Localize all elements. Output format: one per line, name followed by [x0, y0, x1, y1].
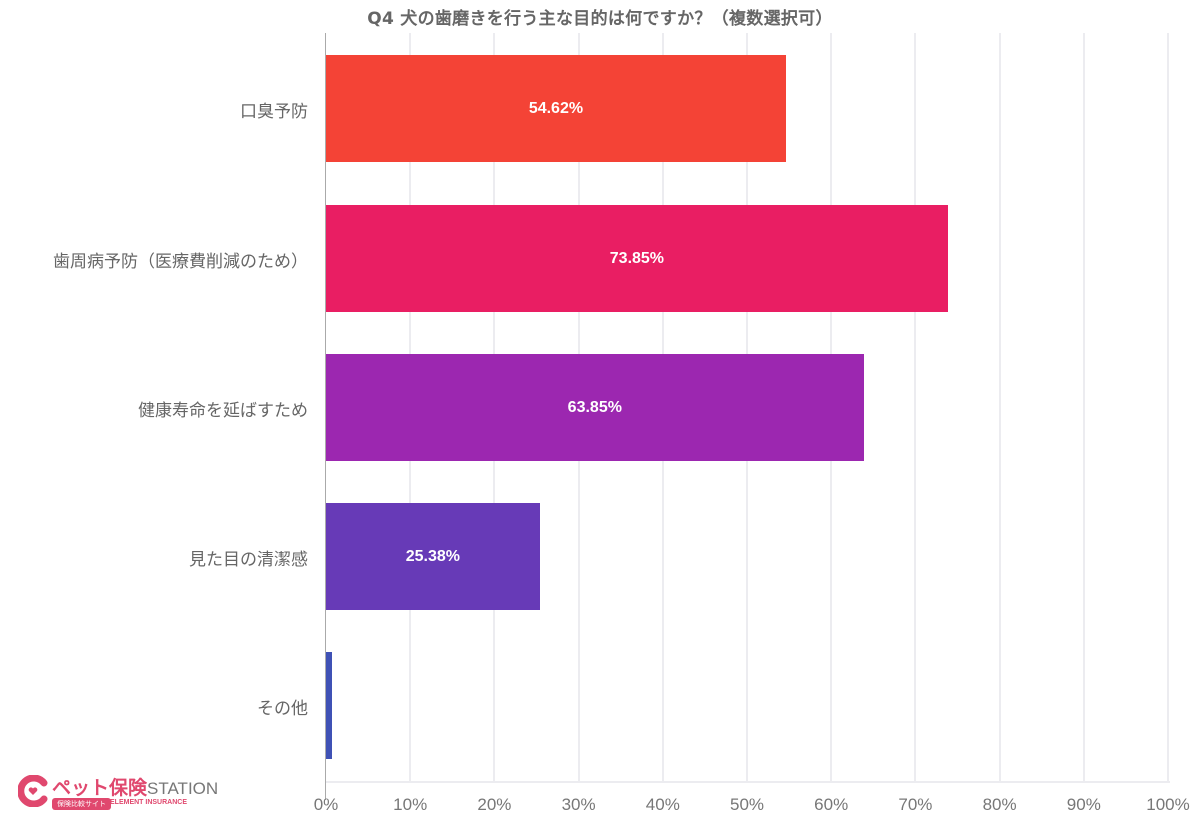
bar-value-label: 63.85% — [567, 398, 622, 416]
bar — [326, 652, 333, 759]
bar-value-label: 73.85% — [609, 249, 665, 267]
logo-main-text: ペット保険 — [52, 777, 148, 799]
gridline — [998, 33, 1001, 782]
y-axis-line — [325, 33, 326, 800]
bar: 54.62% — [326, 55, 786, 162]
bar-value-label: 54.62% — [528, 99, 584, 117]
x-tick-label: 20% — [477, 795, 512, 814]
category-label: 歯周病予防（医療費削減のため） — [53, 252, 308, 272]
logo-station-text: STATION — [147, 779, 219, 798]
x-tick-label: 50% — [729, 795, 765, 814]
plot-area: 54.62% 73.85% 63.85% 25.38% — [325, 33, 1170, 800]
category-label: 健康寿命を延ばすため — [138, 401, 308, 421]
chart-title: Q4 犬の歯磨きを行う主な目的は何ですか？（複数選択可） — [367, 9, 833, 29]
gridline — [1082, 33, 1085, 782]
x-tick-label: 100% — [1146, 795, 1190, 814]
x-axis-baseline — [326, 781, 1170, 783]
x-tick-label: 80% — [982, 795, 1017, 814]
gridline — [914, 33, 917, 782]
category-label: 口臭予防 — [240, 102, 308, 122]
category-label: その他 — [257, 699, 308, 719]
x-tick-label: 30% — [561, 795, 596, 814]
bar: 73.85% — [326, 205, 948, 312]
brand-logo: ペット保険STATION 保険比較サイト ELEMENT INSURANCE — [18, 775, 238, 811]
logo-badge: 保険比較サイト — [52, 798, 111, 810]
gridline — [1167, 33, 1169, 782]
logo-c-heart-icon — [18, 775, 48, 807]
x-tick-label: 40% — [645, 795, 680, 814]
x-tick-label: 0% — [313, 795, 339, 814]
logo-subtitle: ELEMENT INSURANCE — [110, 799, 188, 806]
x-tick-label: 60% — [814, 795, 849, 814]
bar: 63.85% — [326, 354, 864, 461]
x-tick-label: 10% — [393, 795, 428, 814]
category-label: 見た目の清潔感 — [189, 550, 308, 570]
x-tick-label: 90% — [1066, 795, 1101, 814]
x-tick-label: 70% — [898, 795, 933, 814]
logo-wordmark: ペット保険STATION — [52, 773, 218, 800]
bar-value-label: 25.38% — [405, 547, 460, 565]
bar: 25.38% — [326, 503, 540, 610]
